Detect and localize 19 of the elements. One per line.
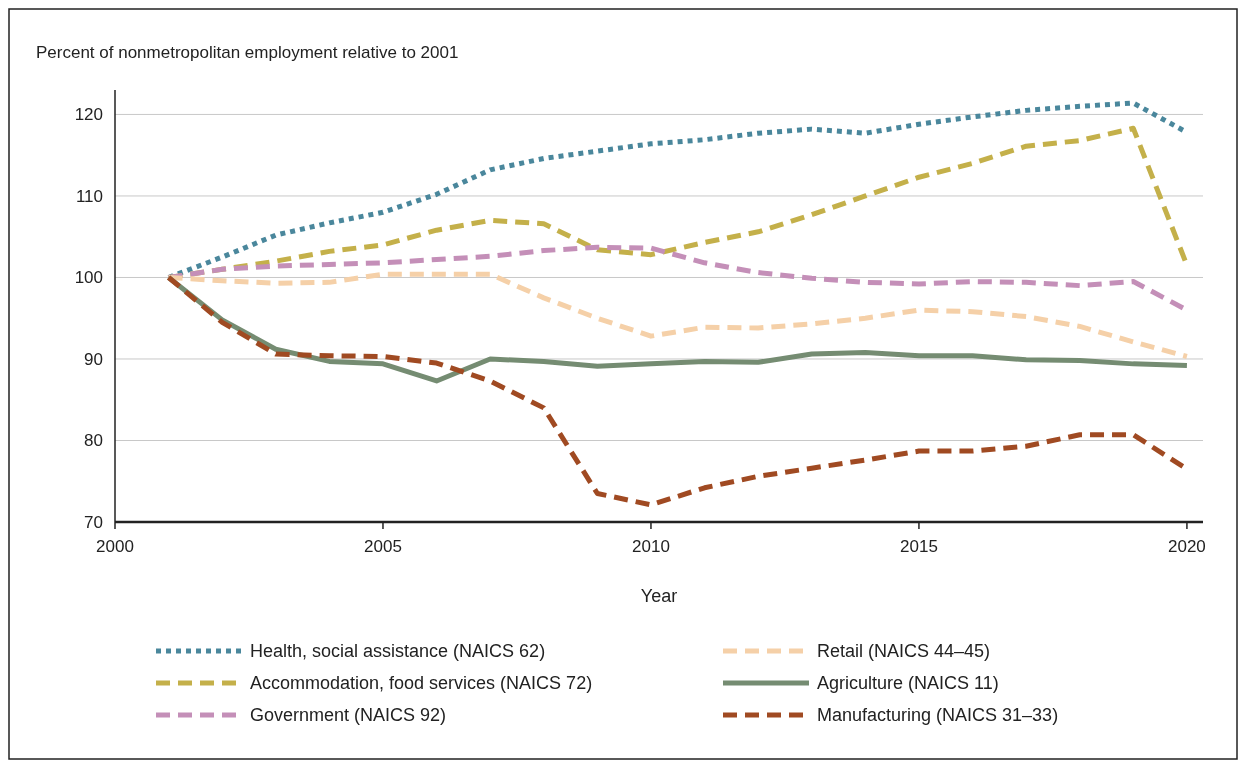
legend-label: Accommodation, food services (NAICS 72) [250, 673, 593, 694]
y-tick-label: 90 [84, 349, 103, 369]
x-tick-label: 2020 [1168, 537, 1206, 556]
y-tick-label: 110 [75, 186, 103, 206]
legend-label: Manufacturing (NAICS 31–33) [817, 705, 1059, 726]
x-tick-label: 2015 [900, 537, 938, 556]
y-tick-label: 70 [84, 512, 103, 532]
x-axis-title: Year [640, 586, 678, 606]
legend-label: Retail (NAICS 44–45) [817, 641, 991, 662]
x-tick-label: 2010 [632, 537, 670, 556]
x-tick-label: 2005 [364, 537, 402, 556]
legend-label: Agriculture (NAICS 11) [817, 673, 999, 694]
legend-label: Government (NAICS 92) [250, 705, 447, 726]
y-tick-label: 100 [74, 268, 103, 288]
y-axis-title: Percent of nonmetropolitan employment relative to 2001 [36, 43, 459, 62]
x-tick-label: 2000 [96, 537, 134, 556]
y-tick-label: 80 [84, 431, 103, 451]
legend-label: Health, social assistance (NAICS 62) [250, 641, 546, 662]
y-tick-label: 120 [74, 105, 103, 125]
